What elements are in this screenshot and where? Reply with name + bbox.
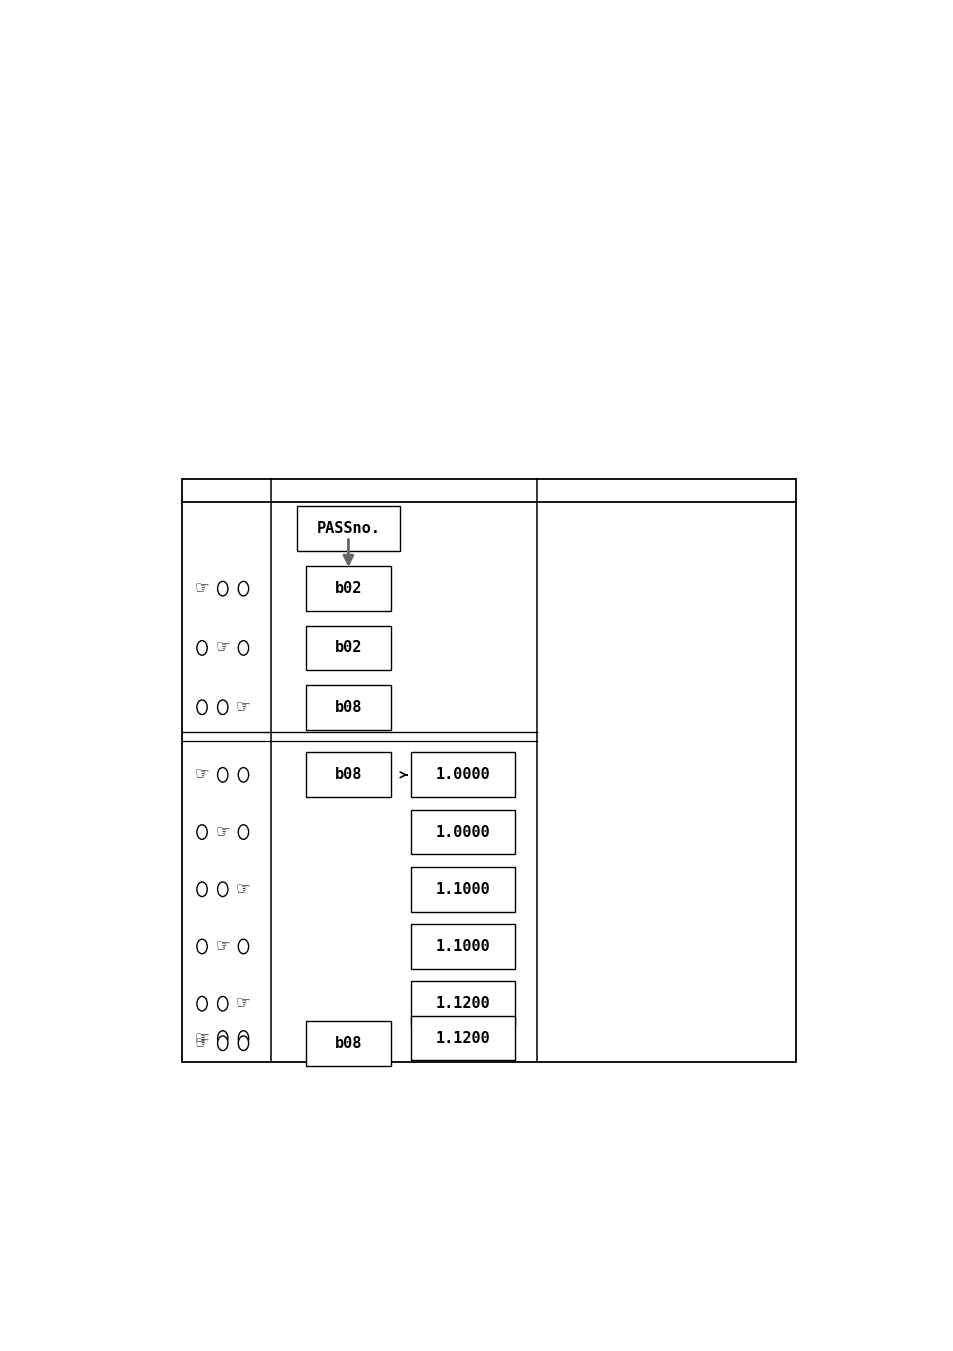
Text: ☞: ☞	[194, 766, 210, 784]
FancyBboxPatch shape	[411, 1016, 515, 1061]
Circle shape	[196, 939, 207, 954]
Bar	[182, 480, 795, 1062]
Circle shape	[217, 767, 228, 782]
Circle shape	[196, 824, 207, 839]
Text: ☞: ☞	[215, 823, 230, 842]
FancyBboxPatch shape	[306, 753, 391, 797]
FancyBboxPatch shape	[296, 505, 400, 551]
Circle shape	[238, 824, 249, 839]
Text: 1.1200: 1.1200	[436, 1031, 490, 1046]
FancyBboxPatch shape	[306, 626, 391, 670]
FancyBboxPatch shape	[306, 1021, 391, 1066]
Text: ☞: ☞	[235, 881, 251, 898]
Text: ☞: ☞	[215, 938, 230, 955]
FancyBboxPatch shape	[411, 924, 515, 969]
FancyBboxPatch shape	[411, 809, 515, 854]
FancyBboxPatch shape	[411, 867, 515, 912]
Circle shape	[217, 700, 228, 715]
Circle shape	[196, 997, 207, 1011]
Text: b02: b02	[335, 581, 362, 596]
Text: PASSno.: PASSno.	[316, 520, 380, 536]
Text: b08: b08	[335, 1036, 362, 1051]
FancyBboxPatch shape	[411, 753, 515, 797]
Text: 1.1200: 1.1200	[436, 996, 490, 1011]
Circle shape	[217, 1031, 228, 1046]
Circle shape	[196, 882, 207, 897]
Circle shape	[238, 939, 249, 954]
Text: ☞: ☞	[194, 1035, 210, 1052]
Text: ☞: ☞	[215, 639, 230, 657]
Text: b02: b02	[335, 640, 362, 655]
Circle shape	[238, 1031, 249, 1046]
Circle shape	[238, 640, 249, 655]
Circle shape	[238, 1036, 249, 1051]
FancyBboxPatch shape	[411, 981, 515, 1025]
Circle shape	[196, 700, 207, 715]
Text: b08: b08	[335, 700, 362, 715]
Circle shape	[217, 1036, 228, 1051]
Text: b08: b08	[335, 767, 362, 782]
Text: 1.0000: 1.0000	[436, 824, 490, 839]
Circle shape	[238, 581, 249, 596]
Circle shape	[196, 640, 207, 655]
Text: 1.0000: 1.0000	[436, 767, 490, 782]
Text: ☞: ☞	[194, 580, 210, 597]
Text: 1.1000: 1.1000	[436, 882, 490, 897]
Text: ☞: ☞	[235, 994, 251, 1013]
Circle shape	[238, 767, 249, 782]
Circle shape	[217, 997, 228, 1011]
FancyBboxPatch shape	[306, 566, 391, 611]
Circle shape	[217, 581, 228, 596]
Text: 1.1000: 1.1000	[436, 939, 490, 954]
Circle shape	[217, 882, 228, 897]
FancyBboxPatch shape	[306, 685, 391, 730]
Text: ☞: ☞	[235, 698, 251, 716]
Text: ☞: ☞	[194, 1029, 210, 1047]
